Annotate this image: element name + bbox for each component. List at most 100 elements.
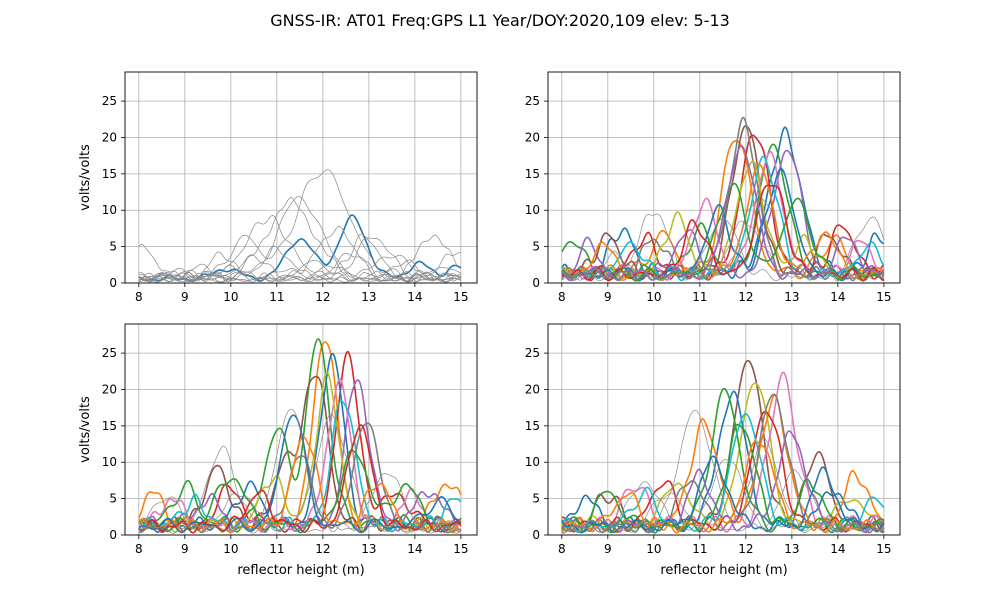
y-tick-label: 5 (109, 492, 117, 506)
subplot-top-right: 8 9 10 11 12 13 14 15 0 5 10 15 20 25 (525, 71, 901, 304)
series-line (138, 473, 462, 534)
x-tick-label: 12 (315, 290, 330, 304)
grid (125, 72, 477, 284)
tick-labels: 8 9 10 11 12 13 14 15 0 5 10 15 20 25 (102, 346, 469, 556)
series-line (561, 409, 885, 534)
y-tick-label: 0 (109, 528, 117, 542)
y-tick-label: 10 (525, 455, 540, 469)
x-tick-label: 14 (407, 290, 422, 304)
x-tick-label: 8 (135, 290, 143, 304)
y-tick-label: 20 (525, 130, 540, 144)
series-line (561, 440, 885, 534)
series-line (561, 388, 885, 534)
axes-frame (547, 71, 901, 284)
y-tick-label: 15 (102, 419, 117, 433)
y-tick-label: 15 (102, 167, 117, 181)
series-line (561, 216, 885, 282)
series-group (138, 338, 462, 534)
subplots: 8 9 10 11 12 13 14 15 0 5 10 15 20 25 volts/volts 8 9 10 1… (78, 71, 901, 578)
series-line (138, 214, 462, 282)
y-tick-label: 5 (532, 240, 540, 254)
series-line (138, 413, 462, 534)
x-tick-label: 12 (315, 542, 330, 556)
series-line (561, 423, 885, 534)
x-tick-label: 10 (223, 542, 238, 556)
tick-labels: 8 9 10 11 12 13 14 15 0 5 10 15 20 25 (102, 94, 469, 304)
axes-frame (124, 323, 478, 536)
x-tick-label: 13 (361, 542, 376, 556)
x-tick-label: 10 (223, 290, 238, 304)
y-tick-label: 15 (525, 167, 540, 181)
x-tick-label: 11 (692, 542, 707, 556)
series-group (561, 116, 885, 282)
series-line (561, 220, 885, 281)
x-tick-label: 14 (830, 542, 845, 556)
series-line (561, 145, 885, 282)
y-tick-label: 20 (102, 130, 117, 144)
y-axis-label: volts/volts (78, 396, 93, 463)
x-tick-label: 14 (830, 290, 845, 304)
series-line (138, 265, 461, 283)
y-tick-label: 10 (102, 203, 117, 217)
x-tick-label: 11 (692, 290, 707, 304)
x-tick-label: 9 (604, 290, 612, 304)
series-group (561, 359, 885, 534)
tick-labels: 8 9 10 11 12 13 14 15 0 5 10 15 20 25 (525, 94, 892, 304)
y-tick-label: 10 (525, 203, 540, 217)
y-tick-label: 25 (102, 346, 117, 360)
y-tick-label: 25 (525, 346, 540, 360)
y-tick-label: 5 (109, 240, 117, 254)
y-tick-label: 0 (532, 528, 540, 542)
series-group (138, 169, 462, 283)
x-tick-label: 10 (646, 290, 661, 304)
series-line (561, 469, 885, 534)
y-tick-label: 15 (525, 419, 540, 433)
series-line (138, 266, 462, 283)
y-tick-label: 25 (525, 94, 540, 108)
subplot-top-left: 8 9 10 11 12 13 14 15 0 5 10 15 20 25 volts/volts (78, 71, 478, 304)
y-tick-label: 0 (532, 276, 540, 290)
x-tick-label: 8 (558, 290, 566, 304)
x-tick-label: 15 (876, 290, 891, 304)
x-tick-label: 11 (269, 542, 284, 556)
x-tick-label: 8 (558, 542, 566, 556)
y-tick-label: 20 (102, 382, 117, 396)
series-line (561, 184, 884, 282)
series-line (561, 382, 885, 532)
x-tick-label: 8 (135, 542, 143, 556)
series-line (561, 455, 885, 534)
x-tick-label: 15 (876, 542, 891, 556)
series-line (561, 430, 885, 534)
series-line (138, 169, 461, 282)
x-tick-label: 15 (453, 290, 468, 304)
figure-title: GNSS-IR: AT01 Freq:GPS L1 Year/DOY:2020,… (270, 11, 730, 30)
series-line (561, 371, 885, 534)
x-tick-label: 13 (361, 290, 376, 304)
y-tick-label: 25 (102, 94, 117, 108)
x-tick-label: 12 (738, 290, 753, 304)
y-axis-label: volts/volts (78, 144, 93, 211)
x-tick-label: 12 (738, 542, 753, 556)
x-tick-label: 11 (269, 290, 284, 304)
tick-labels: 8 9 10 11 12 13 14 15 0 5 10 15 20 25 (525, 346, 892, 556)
series-line (138, 424, 462, 534)
x-axis-label: reflector height (m) (237, 563, 364, 578)
series-line (138, 350, 462, 533)
y-tick-label: 5 (532, 492, 540, 506)
y-tick-label: 10 (102, 455, 117, 469)
series-line (138, 408, 461, 534)
subplot-bottom-left: 8 9 10 11 12 13 14 15 0 5 10 15 20 25 reflector height… (78, 323, 478, 578)
x-tick-label: 10 (646, 542, 661, 556)
series-line (138, 196, 461, 282)
series-line (138, 252, 462, 283)
series-line (138, 338, 462, 533)
series-line (138, 400, 462, 533)
x-tick-label: 13 (784, 542, 799, 556)
series-line (138, 197, 462, 281)
x-tick-label: 15 (453, 542, 468, 556)
series-line (138, 215, 462, 282)
y-tick-label: 20 (525, 382, 540, 396)
x-tick-label: 9 (181, 290, 189, 304)
